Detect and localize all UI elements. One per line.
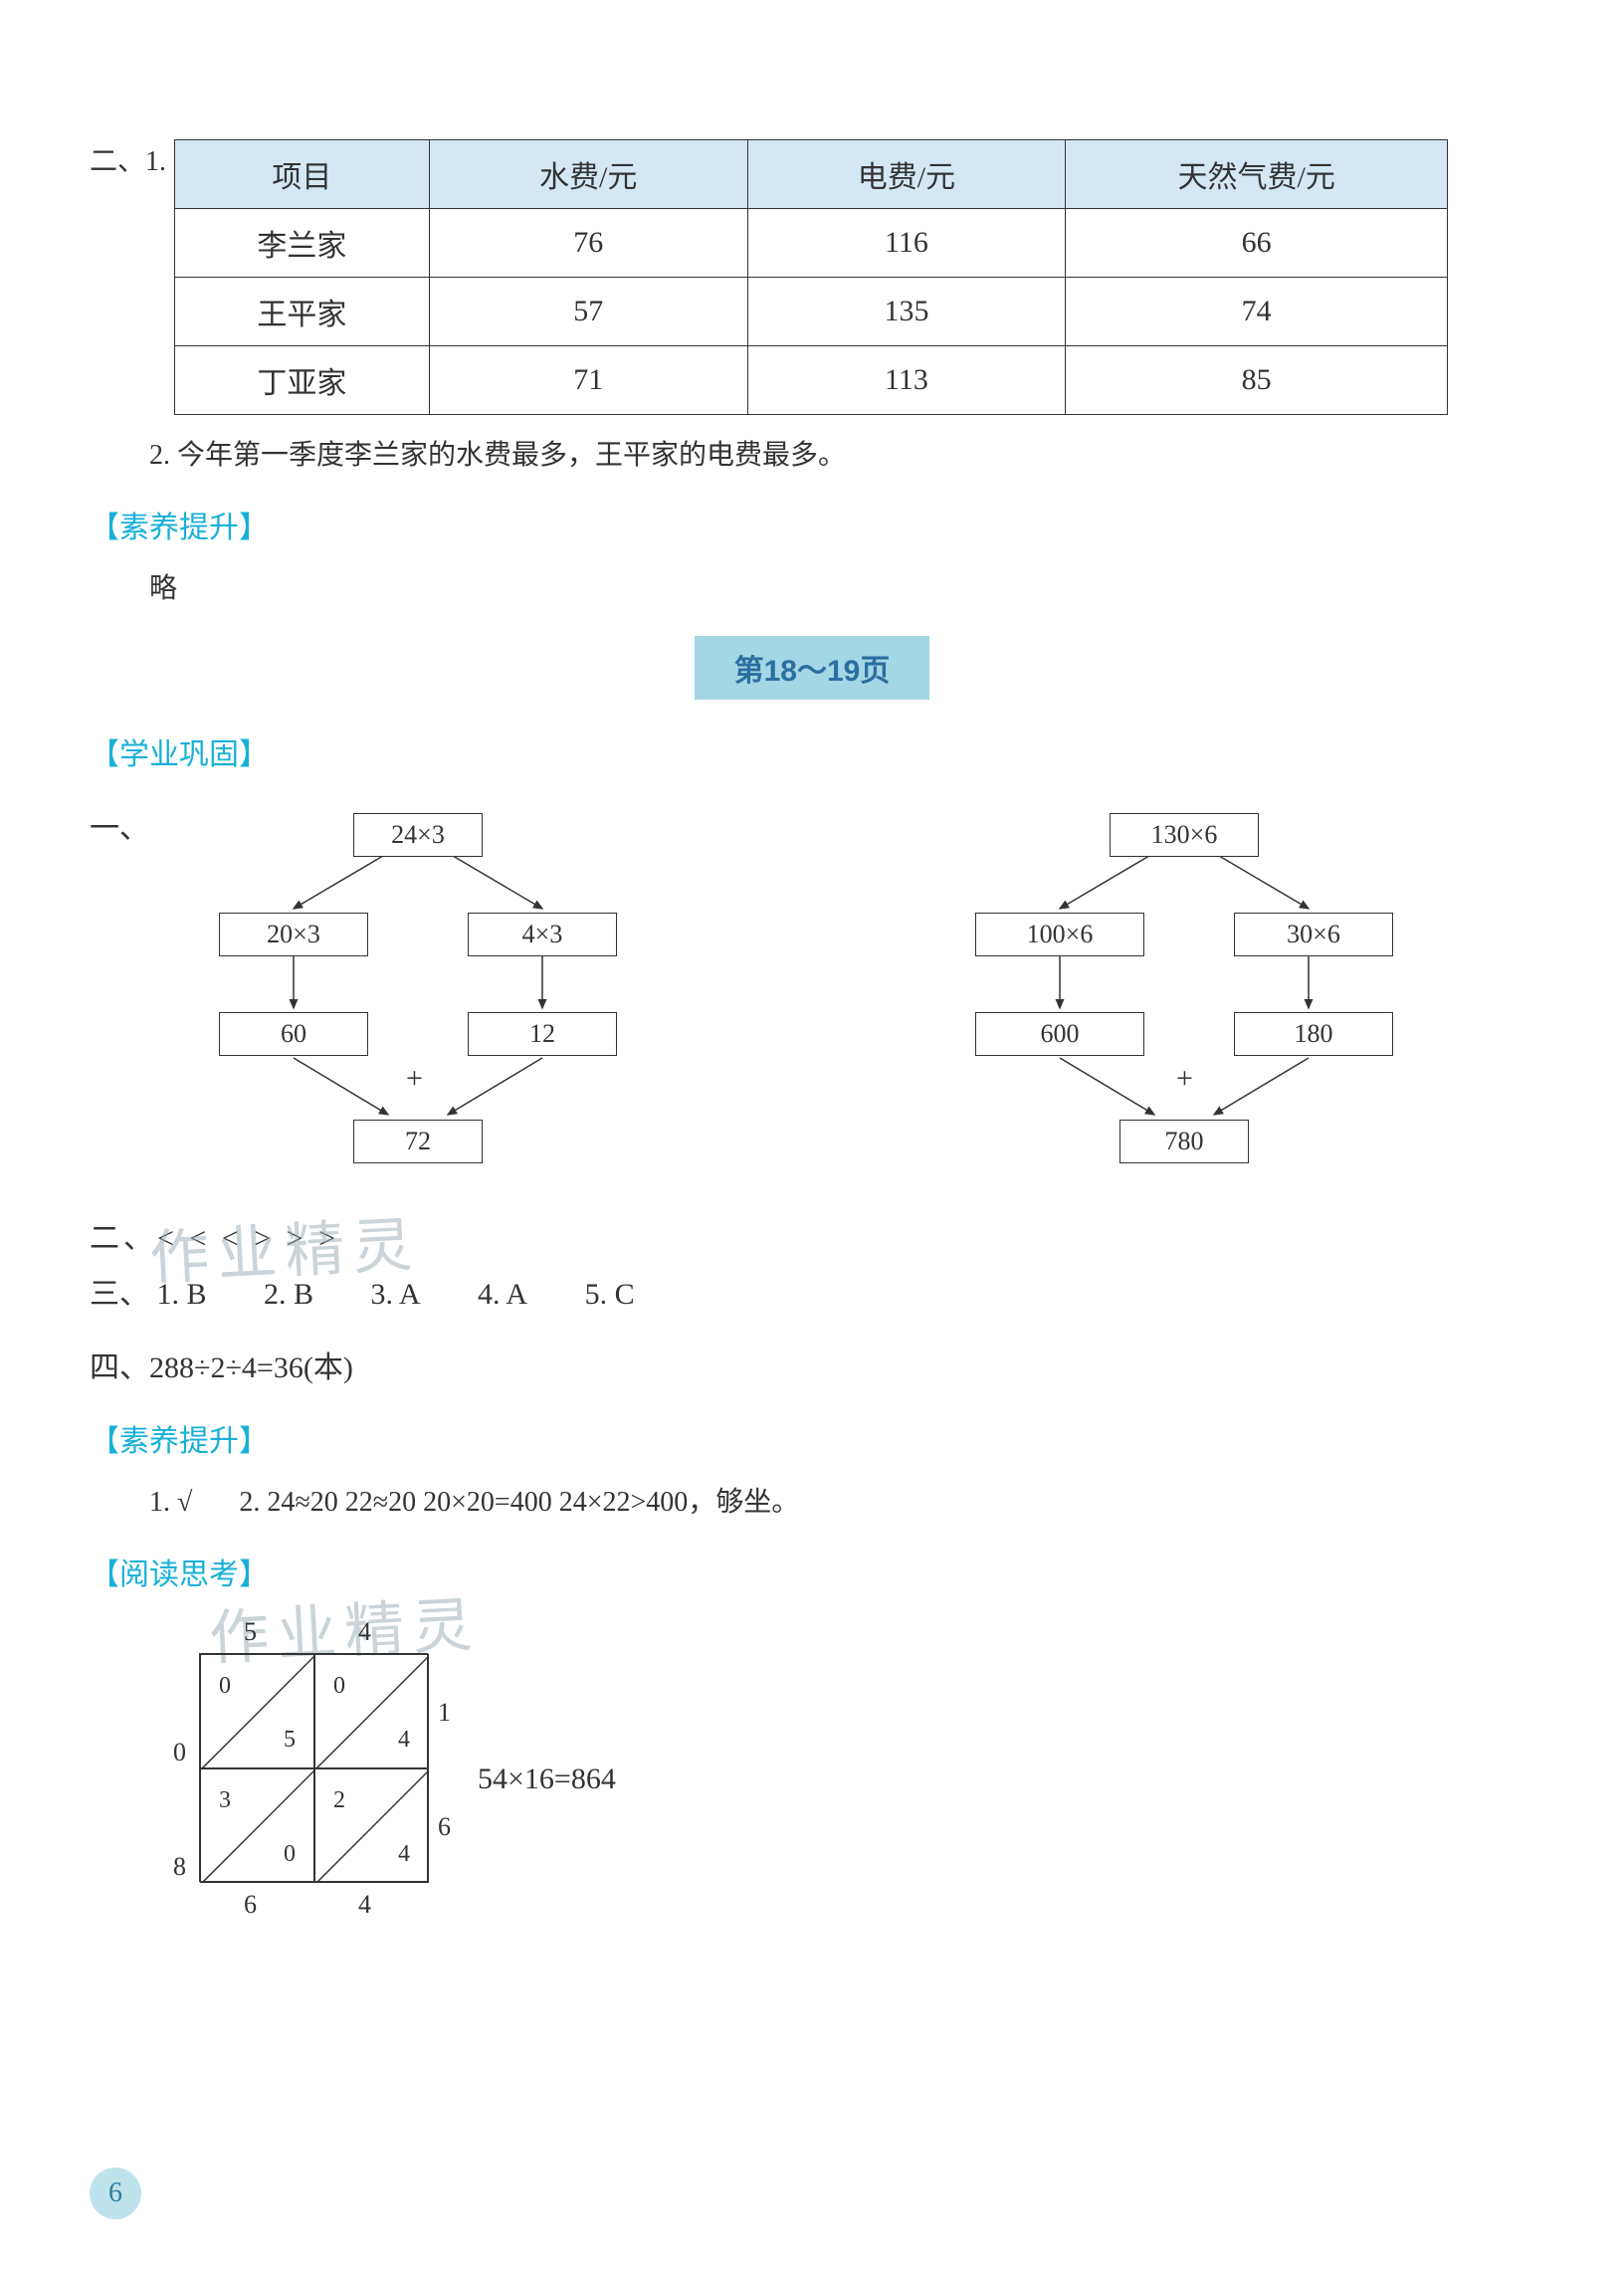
q3-item: 1. B — [157, 1278, 207, 1311]
lattice-top-2: 4 — [358, 1617, 371, 1647]
td: 76 — [429, 209, 747, 278]
diag-box-right: 30×6 — [1234, 913, 1393, 956]
diag-box-top: 24×3 — [353, 813, 483, 857]
diagonal-line-icon — [201, 1655, 313, 1767]
cell-ul: 0 — [333, 1673, 345, 1700]
answer-line-4: 四、288÷2÷4=36(本) — [90, 1343, 1534, 1386]
td: 85 — [1066, 346, 1448, 415]
table-row: 王平家 57 135 74 — [175, 278, 1448, 346]
diag-box-right: 4×3 — [468, 913, 617, 956]
question-2-1-prefix: 二、1. — [90, 139, 166, 179]
td: 135 — [747, 278, 1066, 346]
lattice-bottom-1: 6 — [244, 1890, 257, 1920]
table-header-row: 项目 水费/元 电费/元 天然气费/元 — [175, 140, 1448, 209]
cell-lr: 5 — [284, 1727, 296, 1754]
cell-lr: 4 — [398, 1727, 410, 1754]
td: 71 — [429, 346, 747, 415]
question-2-2-text: 2. 今年第一季度李兰家的水费最多，王平家的电费最多。 — [149, 433, 1534, 473]
lattice-top-1: 5 — [244, 1617, 257, 1647]
lattice-right-2: 6 — [438, 1812, 451, 1842]
lattice-left-1: 0 — [173, 1738, 186, 1767]
plus-symbol: + — [1176, 1062, 1193, 1096]
page-number: 6 — [90, 2168, 141, 2219]
section-upgrade-2: 素养提升 — [90, 1416, 1534, 1460]
answer-line-2: 二、< < < > > > — [90, 1213, 1534, 1257]
diag-box-lval: 600 — [975, 1012, 1144, 1056]
td: 66 — [1066, 209, 1448, 278]
cell-ul: 2 — [333, 1787, 345, 1814]
cell-lr: 4 — [398, 1841, 410, 1868]
lattice-equation: 54×16=864 — [478, 1762, 616, 1796]
diagonal-line-icon — [201, 1769, 313, 1882]
q3-item: 2. B — [264, 1278, 313, 1311]
section-reading: 阅读思考 — [90, 1550, 1534, 1593]
table-row: 丁亚家 71 113 85 — [175, 346, 1448, 415]
cell-ul: 0 — [219, 1673, 231, 1700]
multiplication-diagram-2: 130×6 100×6 30×6 600 180 + 780 — [955, 813, 1423, 1191]
upgrade-2-answer: 1. √ 2. 24≈20 22≈20 20×20=400 24×22>400，… — [149, 1480, 1534, 1520]
section-upgrade-1: 素养提升 — [90, 503, 1534, 546]
td: 116 — [747, 209, 1066, 278]
lattice-multiplication-figure: 作业精灵 5 4 1 6 0 8 6 4 0 5 0 4 3 0 — [149, 1613, 547, 1952]
th-elec: 电费/元 — [747, 140, 1066, 209]
td: 57 — [429, 278, 747, 346]
diagonal-line-icon — [315, 1769, 428, 1882]
diag-box-left: 100×6 — [975, 913, 1144, 956]
fee-table: 项目 水费/元 电费/元 天然气费/元 李兰家 76 116 66 王平家 57… — [174, 139, 1448, 415]
answer-line-3: 三、 1. B 2. B 3. A 4. A 5. C — [90, 1269, 1534, 1313]
td: 丁亚家 — [175, 346, 430, 415]
td: 李兰家 — [175, 209, 430, 278]
diag-box-rval: 180 — [1234, 1012, 1393, 1056]
upgrade-1-answer: 略 — [149, 566, 1534, 606]
diag-box-result: 72 — [353, 1120, 483, 1163]
lattice-left-2: 8 — [173, 1852, 186, 1882]
diag-box-result: 780 — [1119, 1120, 1249, 1163]
diag-box-top: 130×6 — [1110, 813, 1259, 857]
section-consolidate: 学业巩固 — [90, 729, 1534, 773]
upgrade-2-2: 2. 24≈20 22≈20 20×20=400 24×22>400，够坐。 — [239, 1487, 799, 1518]
page-range-badge: 第18～19页 — [695, 636, 930, 700]
diag-box-left: 20×3 — [219, 913, 368, 956]
q3-item: 4. A — [478, 1278, 527, 1311]
td: 113 — [747, 346, 1066, 415]
multiplication-diagram-1: 24×3 20×3 4×3 60 12 + 72 — [189, 813, 657, 1191]
q3-prefix: 三、 — [90, 1278, 149, 1311]
lattice-bottom-2: 4 — [358, 1890, 371, 1920]
th-gas: 天然气费/元 — [1066, 140, 1448, 209]
q1-prefix: 一、 — [90, 803, 149, 847]
q3-item: 3. A — [371, 1278, 421, 1311]
td: 74 — [1066, 278, 1448, 346]
upgrade-2-1: 1. √ — [149, 1487, 192, 1518]
diagonal-line-icon — [315, 1655, 428, 1767]
diag-box-lval: 60 — [219, 1012, 368, 1056]
q3-item: 5. C — [585, 1278, 635, 1311]
cell-ul: 3 — [219, 1787, 231, 1814]
th-water: 水费/元 — [429, 140, 747, 209]
plus-symbol: + — [406, 1062, 423, 1096]
td: 王平家 — [175, 278, 430, 346]
th-item: 项目 — [175, 140, 430, 209]
lattice-right-1: 1 — [438, 1698, 451, 1728]
lattice-grid: 0 5 0 4 3 0 2 4 — [199, 1653, 428, 1882]
diag-box-rval: 12 — [468, 1012, 617, 1056]
table-row: 李兰家 76 116 66 — [175, 209, 1448, 278]
cell-lr: 0 — [284, 1841, 296, 1868]
